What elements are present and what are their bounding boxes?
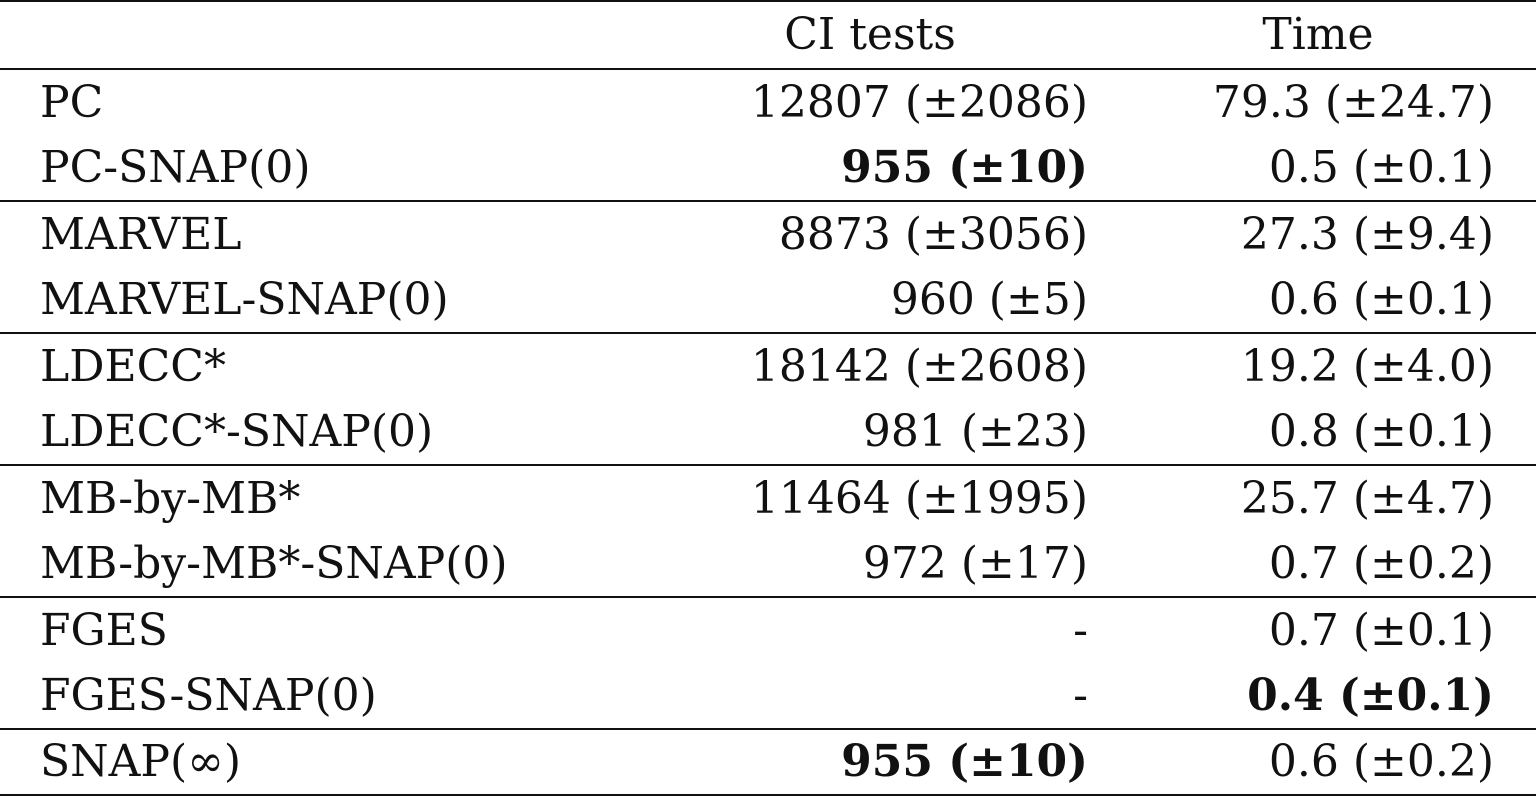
time-cell: 27.3 (±9.4) bbox=[1100, 200, 1536, 267]
method-cell: FGES-SNAP(0) bbox=[40, 669, 377, 721]
time-cell: 0.5 (±0.1) bbox=[1268, 141, 1494, 193]
table-row: MB-by-MB*-SNAP(0) 972 (±17) 0.7 (±0.2) bbox=[0, 531, 1536, 597]
table-row: LDECC*-SNAP(0) 981 (±23) 0.8 (±0.1) bbox=[0, 399, 1536, 465]
ci-tests-cell: - bbox=[640, 596, 1100, 663]
method-cell: FGES bbox=[0, 596, 640, 663]
table-row: PC-SNAP(0) 955 (±10) 0.5 (±0.1) bbox=[0, 135, 1536, 201]
method-cell: LDECC* bbox=[0, 332, 640, 399]
table-row: SNAP(∞) 955 (±10) 0.6 (±0.2) bbox=[0, 728, 1536, 796]
ci-tests-cell: - bbox=[1073, 669, 1088, 721]
ci-tests-cell: 955 (±10) bbox=[640, 728, 1100, 796]
ci-tests-cell: 955 (±10) bbox=[841, 141, 1088, 193]
ci-tests-cell: 960 (±5) bbox=[890, 273, 1088, 325]
method-cell: SNAP(∞) bbox=[0, 728, 640, 796]
table-row: MARVEL 8873 (±3056) 27.3 (±9.4) bbox=[0, 200, 1536, 267]
method-cell: PC bbox=[0, 68, 640, 135]
table-row: LDECC* 18142 (±2608) 19.2 (±4.0) bbox=[0, 332, 1536, 399]
ci-tests-cell: 981 (±23) bbox=[862, 405, 1088, 457]
time-cell: 79.3 (±24.7) bbox=[1100, 68, 1536, 135]
time-cell: 0.6 (±0.2) bbox=[1100, 728, 1536, 796]
table-body: PC 12807 (±2086) 79.3 (±24.7) PC-SNAP(0) 955… bbox=[0, 68, 1536, 796]
ci-tests-cell: 11464 (±1995) bbox=[640, 464, 1100, 531]
table-row: MB-by-MB* 11464 (±1995) 25.7 (±4.7) bbox=[0, 464, 1536, 531]
method-cell: LDECC*-SNAP(0) bbox=[40, 405, 434, 457]
method-cell: MARVEL-SNAP(0) bbox=[40, 273, 449, 325]
method-cell: MARVEL bbox=[0, 200, 640, 267]
table-row: FGES -0.7 (±0.1) bbox=[0, 596, 1536, 663]
table-row: PC 12807 (±2086) 79.3 (±24.7) bbox=[0, 68, 1536, 135]
ci-tests-cell: 8873 (±3056) bbox=[640, 200, 1100, 267]
header-time: Time bbox=[1100, 0, 1536, 69]
time-cell: 0.8 (±0.1) bbox=[1268, 405, 1494, 457]
method-cell: MB-by-MB*-SNAP(0) bbox=[40, 537, 508, 589]
time-cell: 25.7 (±4.7) bbox=[1100, 464, 1536, 531]
time-cell: 0.6 (±0.1) bbox=[1268, 273, 1494, 325]
table-row: FGES-SNAP(0) - 0.4 (±0.1) bbox=[0, 663, 1536, 729]
ci-tests-cell: 12807 (±2086) bbox=[640, 68, 1100, 135]
time-cell: 0.7 (±0.1) bbox=[1100, 596, 1536, 663]
time-cell: 19.2 (±4.0) bbox=[1100, 332, 1536, 399]
method-cell: MB-by-MB* bbox=[0, 464, 640, 531]
table-header: CI tests Time bbox=[0, 0, 1536, 69]
ci-tests-cell: 18142 (±2608) bbox=[640, 332, 1100, 399]
header-row: CI tests Time bbox=[0, 0, 1536, 69]
table-row: MARVEL-SNAP(0) 960 (±5) 0.6 (±0.1) bbox=[0, 267, 1536, 333]
time-cell: 0.7 (±0.2) bbox=[1268, 537, 1494, 589]
time-cell: 0.4 (±0.1) bbox=[1247, 669, 1494, 721]
header-method bbox=[0, 0, 640, 69]
ci-tests-cell: 972 (±17) bbox=[862, 537, 1088, 589]
header-ci-tests: CI tests bbox=[640, 0, 1100, 69]
method-cell: PC-SNAP(0) bbox=[40, 141, 311, 193]
